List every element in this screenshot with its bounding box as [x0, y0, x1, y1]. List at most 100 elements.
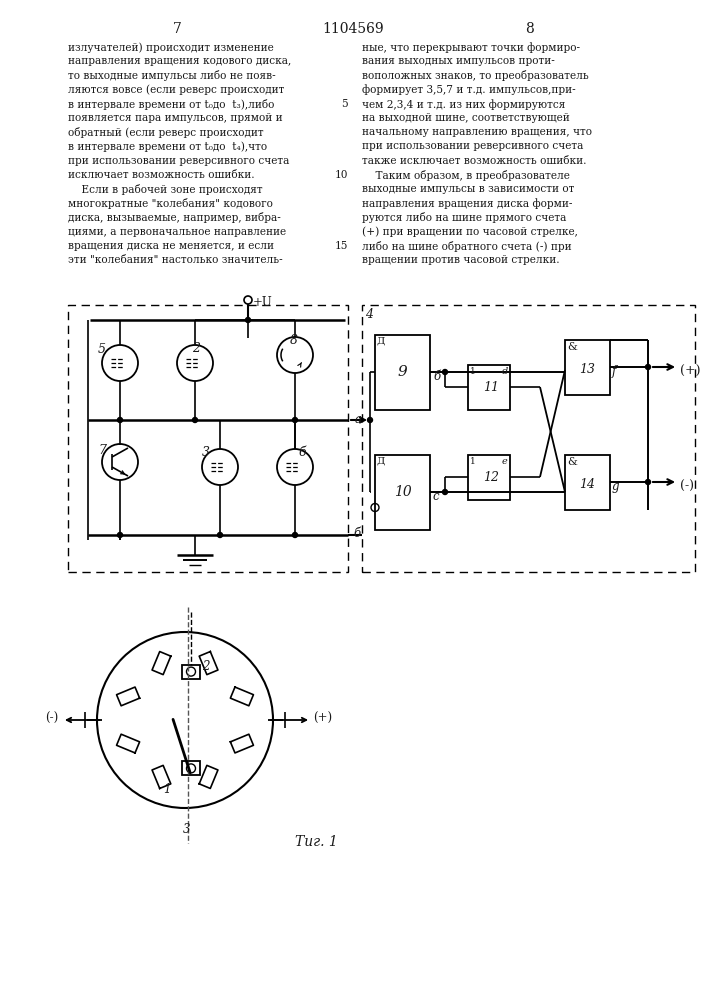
Circle shape: [187, 667, 196, 676]
Text: c: c: [433, 490, 440, 503]
Text: б: б: [353, 527, 360, 540]
Text: 13: 13: [580, 363, 595, 376]
Text: диска, вызываемые, например, вибра-: диска, вызываемые, например, вибра-: [68, 212, 281, 223]
Text: при использовании реверсивного счета: при использовании реверсивного счета: [68, 156, 289, 166]
Text: появляется пара импульсов, прямой и: появляется пара импульсов, прямой и: [68, 113, 283, 123]
Text: вания выходных импульсов проти-: вания выходных импульсов проти-: [362, 56, 555, 66]
Text: либо на шине обратного счета (-) при: либо на шине обратного счета (-) при: [362, 241, 572, 252]
Text: направления вращения кодового диска,: направления вращения кодового диска,: [68, 56, 291, 66]
Text: 7: 7: [173, 22, 182, 36]
Text: чем 2,3,4 и т.д. из них формируются: чем 2,3,4 и т.д. из них формируются: [362, 99, 566, 110]
Text: (-): (-): [680, 480, 694, 493]
Text: руются либо на шине прямого счета: руются либо на шине прямого счета: [362, 212, 566, 223]
Text: воположных знаков, то преобразователь: воположных знаков, то преобразователь: [362, 70, 589, 81]
Text: эти "колебания" настолько значитель-: эти "колебания" настолько значитель-: [68, 255, 283, 265]
Text: Τиг. 1: Τиг. 1: [295, 835, 338, 849]
Text: 8: 8: [290, 334, 298, 347]
Text: g: g: [612, 480, 619, 493]
Text: направления вращения диска форми-: направления вращения диска форми-: [362, 198, 573, 209]
Text: 10: 10: [394, 486, 411, 499]
Circle shape: [117, 418, 122, 422]
Text: a: a: [355, 413, 362, 426]
Circle shape: [218, 532, 223, 538]
Text: 15: 15: [334, 241, 348, 251]
Circle shape: [443, 369, 448, 374]
Bar: [565, 455, 610, 510]
Text: 12: 12: [483, 471, 499, 484]
Text: обратный (если реверс происходит: обратный (если реверс происходит: [68, 127, 264, 138]
Bar: [468, 455, 510, 500]
Circle shape: [177, 345, 213, 381]
Text: 11: 11: [483, 381, 499, 394]
Text: 7: 7: [98, 444, 106, 457]
Text: в интервале времени от t₀до  t₃),либо: в интервале времени от t₀до t₃),либо: [68, 99, 274, 110]
Text: в интервале времени от t₀до  t₄),что: в интервале времени от t₀до t₄),что: [68, 141, 267, 152]
Text: (-): (-): [45, 712, 58, 724]
Circle shape: [187, 764, 196, 773]
Text: формирует 3,5,7 и т.д. импульсов,при-: формирует 3,5,7 и т.д. импульсов,при-: [362, 85, 575, 95]
Circle shape: [202, 449, 238, 485]
Circle shape: [645, 480, 650, 485]
Text: 1: 1: [470, 367, 476, 376]
Text: e: e: [502, 457, 508, 466]
Text: Д: Д: [377, 457, 385, 466]
Circle shape: [245, 318, 250, 322]
Text: +U: +U: [253, 296, 273, 309]
Bar: [182, 665, 200, 679]
Text: вращении против часовой стрелки.: вращении против часовой стрелки.: [362, 255, 560, 265]
Text: 1: 1: [163, 783, 170, 796]
Text: б: б: [433, 370, 440, 383]
Text: 10: 10: [334, 170, 348, 180]
Text: выходные импульсы в зависимости от: выходные импульсы в зависимости от: [362, 184, 574, 194]
Circle shape: [443, 489, 448, 494]
Circle shape: [277, 337, 313, 373]
Text: f: f: [612, 365, 617, 378]
Text: (+): (+): [680, 365, 701, 378]
Bar: [182, 761, 200, 775]
Circle shape: [102, 345, 138, 381]
Bar: [468, 365, 510, 410]
Text: то выходные импульсы либо не появ-: то выходные импульсы либо не появ-: [68, 70, 276, 81]
Circle shape: [102, 444, 138, 480]
Text: также исключает возможность ошибки.: также исключает возможность ошибки.: [362, 156, 587, 166]
Text: 14: 14: [580, 478, 595, 491]
Circle shape: [293, 532, 298, 538]
Text: (+): (+): [313, 712, 332, 724]
Text: 3: 3: [202, 446, 210, 459]
Bar: [362, 305, 695, 572]
Bar: [565, 340, 610, 395]
Text: 2: 2: [202, 660, 209, 673]
Text: Если в рабочей зоне происходят: Если в рабочей зоне происходят: [68, 184, 262, 195]
Text: исключает возможность ошибки.: исключает возможность ошибки.: [68, 170, 255, 180]
Text: 1104569: 1104569: [322, 22, 384, 36]
Text: при использовании реверсивного счета: при использовании реверсивного счета: [362, 141, 583, 151]
Text: &: &: [567, 342, 577, 352]
Circle shape: [293, 418, 298, 422]
Text: излучателей) происходит изменение: излучателей) происходит изменение: [68, 42, 274, 53]
Text: Д: Д: [377, 337, 385, 346]
Text: ные, что перекрывают точки формиро-: ные, что перекрывают точки формиро-: [362, 42, 580, 53]
Text: 8: 8: [525, 22, 534, 36]
Circle shape: [645, 364, 650, 369]
Circle shape: [192, 418, 197, 422]
Text: многократные "колебания" кодового: многократные "колебания" кодового: [68, 198, 273, 209]
Text: циями, а первоначальное направление: циями, а первоначальное направление: [68, 227, 286, 237]
Circle shape: [277, 449, 313, 485]
Text: 1: 1: [470, 457, 476, 466]
Text: d: d: [502, 367, 508, 376]
Text: на выходной шине, соответствующей: на выходной шине, соответствующей: [362, 113, 570, 123]
Bar: [68, 305, 348, 572]
Circle shape: [117, 532, 122, 538]
Text: вращения диска не меняется, и если: вращения диска не меняется, и если: [68, 241, 274, 251]
Text: (+) при вращении по часовой стрелке,: (+) при вращении по часовой стрелке,: [362, 227, 578, 237]
Text: 5: 5: [341, 99, 348, 109]
Text: 5: 5: [98, 343, 106, 356]
Text: Таким образом, в преобразователе: Таким образом, в преобразователе: [362, 170, 570, 181]
Text: б: б: [298, 446, 305, 459]
Text: 2: 2: [192, 342, 200, 355]
Text: &: &: [567, 457, 577, 467]
Text: 9: 9: [397, 365, 407, 379]
Text: 4: 4: [365, 308, 373, 321]
Text: 3: 3: [183, 823, 190, 836]
Bar: [375, 455, 430, 530]
